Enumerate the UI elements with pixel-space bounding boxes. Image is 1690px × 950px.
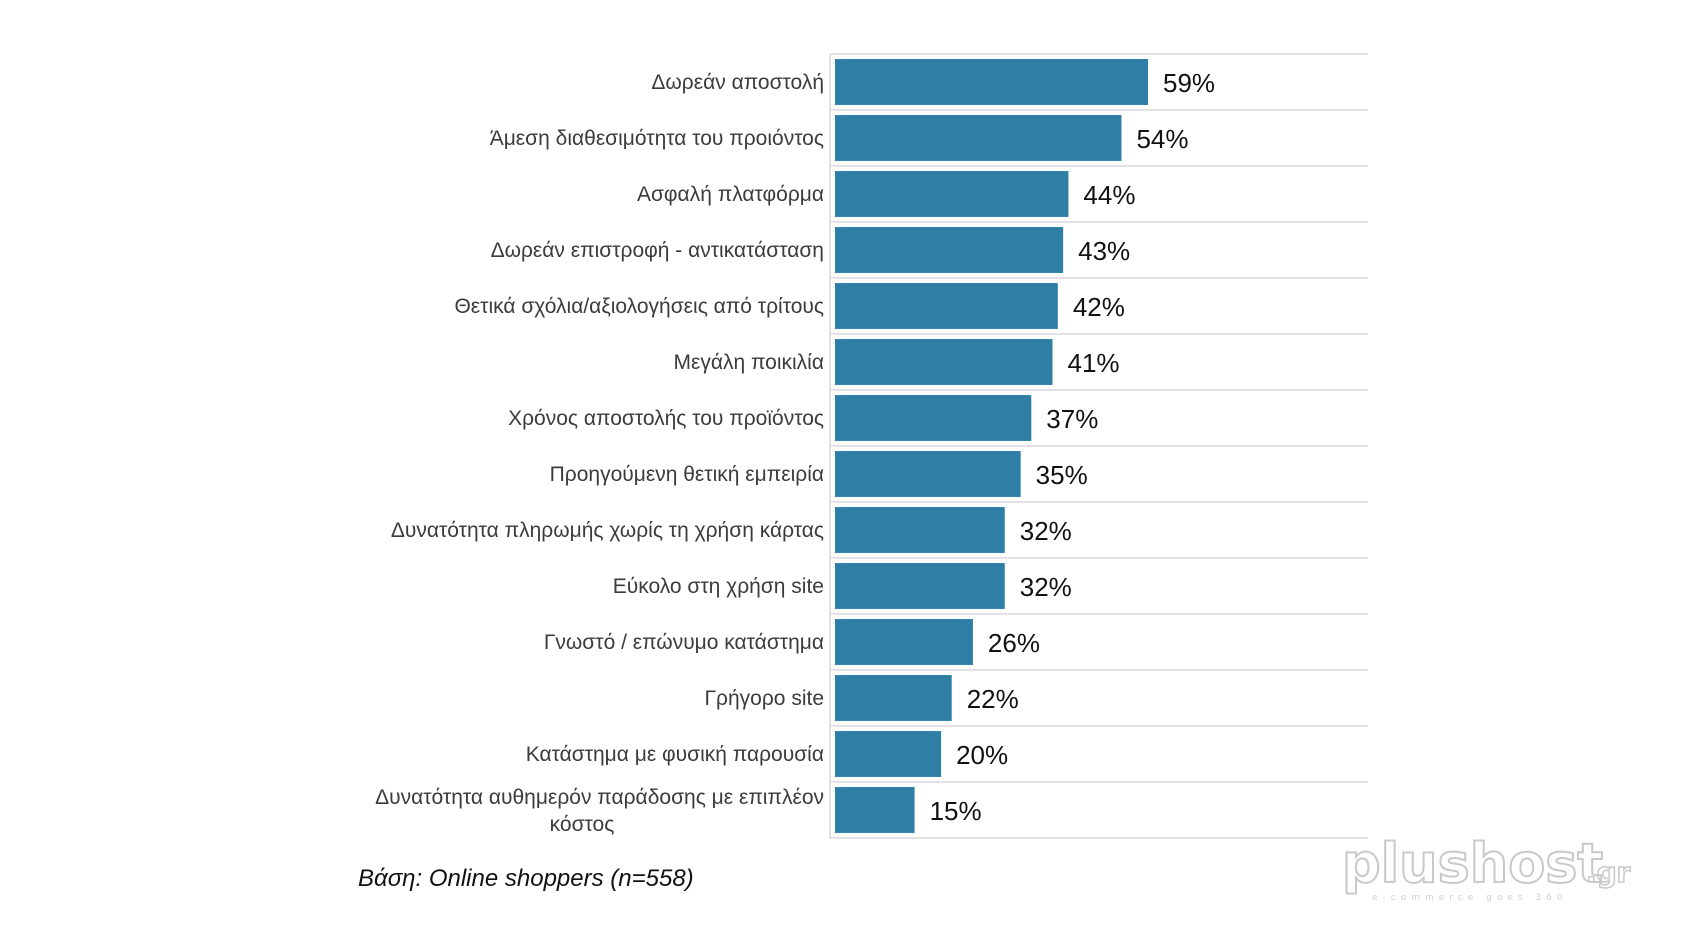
value-label: 35% xyxy=(1036,460,1088,490)
value-label: 43% xyxy=(1078,236,1130,266)
bar xyxy=(835,59,1148,105)
logo-tagline: e-commerce goes 360 xyxy=(1372,893,1568,903)
category-label: Δυνατότητα αυθημερόν παράδοσης με επιπλέ… xyxy=(375,786,824,836)
bar xyxy=(835,171,1069,217)
base-footnote: Βάση: Online shoppers (n=558) xyxy=(358,865,694,892)
value-label: 54% xyxy=(1136,124,1188,154)
value-label: 44% xyxy=(1083,180,1135,210)
category-label: Ασφαλή πλατφόρμα xyxy=(637,183,824,206)
value-label: 32% xyxy=(1020,572,1072,602)
value-label: 41% xyxy=(1068,348,1120,378)
value-label: 59% xyxy=(1163,68,1215,98)
value-label: 37% xyxy=(1046,404,1098,434)
category-labels: Δωρεάν αποστολή Άμεση διαθεσιμότητα του π… xyxy=(375,71,824,836)
category-label: Άμεση διαθεσιμότητα του προιόντος xyxy=(490,127,824,150)
bar xyxy=(835,339,1053,385)
logo-tld: .gr xyxy=(1586,856,1631,889)
category-label: Χρόνος αποστολής του προϊόντος xyxy=(508,407,824,430)
value-label: 22% xyxy=(967,684,1019,714)
value-labels: 59% 54%44% 43% 42% 41% 37% 35% 32% 32% 26% 22% 20% 1… xyxy=(930,68,1215,826)
category-label: Εύκολο στη χρήση site xyxy=(613,575,824,598)
logo-word: plushost xyxy=(1342,832,1603,895)
bar xyxy=(835,675,952,721)
bar xyxy=(835,563,1005,609)
category-label: Γνωστό / επώνυμο κατάστημα xyxy=(544,631,824,654)
category-label: Κατάστημα με φυσική παρουσία xyxy=(526,743,824,766)
category-label: Δωρεάν επιστροφή - αντικατάσταση xyxy=(491,239,824,262)
bar xyxy=(835,619,973,665)
bars xyxy=(835,59,1148,833)
category-label: Προηγούμενη θετική εμπειρία xyxy=(550,463,824,486)
plushost-logo: plushost .gr e-commerce goes 360 xyxy=(1341,831,1631,903)
bar xyxy=(835,507,1005,553)
bar xyxy=(835,227,1064,273)
bar xyxy=(835,283,1058,329)
bar xyxy=(835,395,1032,441)
category-label: Μεγάλη ποικιλία xyxy=(673,351,824,374)
bar xyxy=(835,451,1021,497)
value-label: 20% xyxy=(956,740,1008,770)
value-label: 42% xyxy=(1073,292,1125,322)
category-label: Δυνατότητα πληρωμής χωρίς τη χρήση κάρτα… xyxy=(391,519,824,542)
bar xyxy=(835,115,1122,161)
category-label: Γρήγορο site xyxy=(704,687,824,710)
gridlines xyxy=(829,53,1368,839)
value-label: 26% xyxy=(988,628,1040,658)
bar xyxy=(835,787,915,833)
value-label: 15% xyxy=(930,796,982,826)
bar xyxy=(835,731,942,777)
value-label: 32% xyxy=(1020,516,1072,546)
category-label: Δωρεάν αποστολή xyxy=(651,71,824,94)
category-label: Θετικά σχόλια/αξιολογήσεις από τρίτους xyxy=(454,295,824,318)
